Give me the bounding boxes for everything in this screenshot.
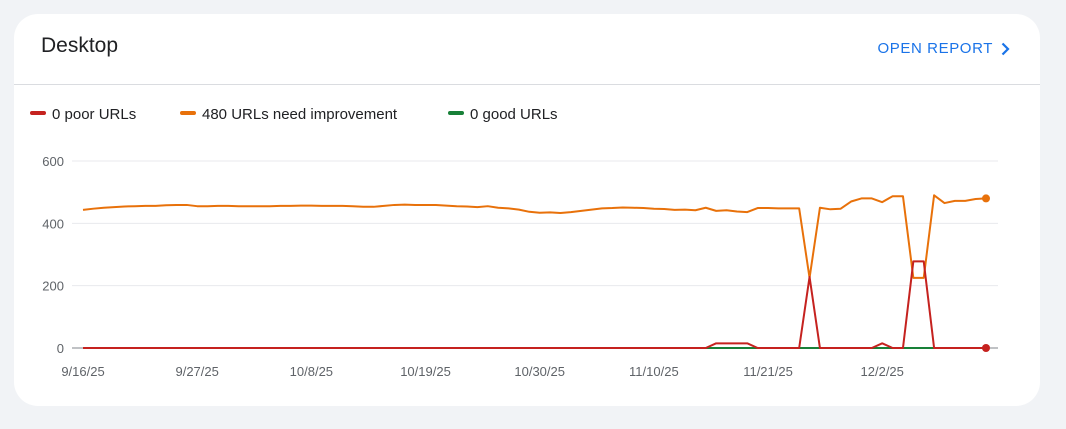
card-title: Desktop bbox=[41, 34, 119, 57]
y-tick-label: 200 bbox=[42, 279, 64, 294]
legend-label[interactable]: 0 good URLs bbox=[470, 106, 558, 123]
chevron-icon[interactable] bbox=[1001, 42, 1010, 56]
legend-label[interactable]: 0 poor URLs bbox=[52, 106, 136, 123]
link-text[interactable]: OPEN REPORT bbox=[877, 40, 993, 57]
card: Desktop OPEN REPORT bbox=[14, 14, 1040, 406]
legend-label[interactable]: 480 URLs need improvement bbox=[202, 106, 398, 123]
end-point bbox=[982, 344, 990, 352]
end-point bbox=[982, 194, 990, 203]
x-tick-label: 12/2/25 bbox=[861, 364, 904, 379]
divider bbox=[14, 84, 1040, 85]
x-tick-label: 11/21/25 bbox=[743, 364, 793, 379]
x-tick-label: 11/10/25 bbox=[629, 364, 679, 379]
series-line bbox=[82, 194, 987, 279]
y-tick-label: 0 bbox=[57, 341, 64, 356]
x-tick-label: 10/30/25 bbox=[514, 364, 565, 379]
x-tick-label: 9/16/25 bbox=[61, 364, 104, 379]
x-tick-label: 9/27/25 bbox=[175, 364, 218, 379]
open-report-link[interactable]: OPEN REPORT bbox=[877, 40, 1010, 57]
y-tick-label: 600 bbox=[42, 154, 64, 169]
x-tick-label: 10/19/25 bbox=[400, 364, 451, 379]
y-tick-label: 400 bbox=[42, 216, 64, 231]
x-tick-label: 10/8/25 bbox=[290, 364, 333, 379]
series-line bbox=[83, 260, 986, 349]
